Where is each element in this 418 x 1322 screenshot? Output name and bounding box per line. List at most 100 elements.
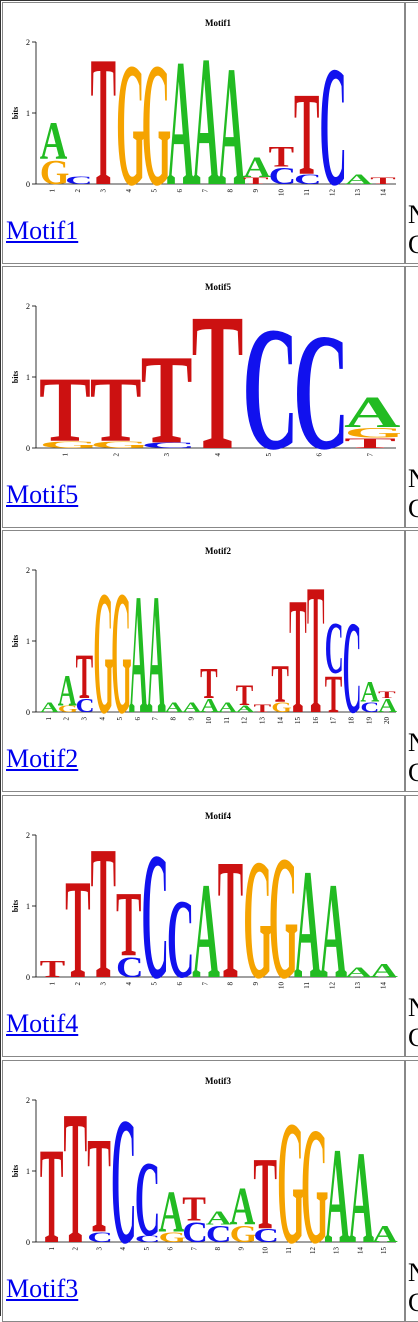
x-tick-label: 13: [259, 717, 267, 725]
y-tick-label: 2: [26, 302, 30, 311]
logo-letter-c: C: [360, 699, 379, 716]
logo-letter-a: A: [167, 22, 195, 208]
x-tick-label: 18: [348, 717, 356, 725]
x-tick-label: 9: [252, 982, 260, 986]
logo-letter-t: T: [307, 545, 325, 736]
x-tick-label: 13: [354, 189, 362, 197]
y-tick-label: 2: [26, 831, 30, 840]
x-tick-label: 6: [167, 1247, 175, 1251]
logo-letter-t: T: [236, 680, 254, 713]
logo-letter-t: T: [91, 19, 116, 208]
clipped-text-line: N: [408, 464, 418, 493]
logo-letter-c: C: [87, 1229, 113, 1245]
logo-letter-c: C: [76, 695, 95, 717]
logo-letter-g: G: [116, 26, 146, 208]
x-tick-label: 8: [227, 189, 235, 193]
logo-letter-a: A: [230, 1176, 256, 1236]
motif-link[interactable]: Motif4: [6, 1009, 79, 1038]
x-tick-label: 19: [365, 717, 373, 725]
logo-letter-g: G: [344, 424, 400, 440]
logo-letter-t: T: [40, 955, 65, 983]
logo-letter-t: T: [344, 435, 396, 451]
logo-title: Motif4: [205, 811, 231, 821]
clipped-text-line: N: [408, 728, 418, 757]
logo-letter-c: C: [141, 441, 197, 450]
logo-cell: [2, 530, 405, 792]
logo-letter-c: C: [141, 815, 169, 1001]
logo-letter-a: A: [345, 964, 373, 980]
logo-letter-a: A: [370, 959, 398, 981]
x-tick-label: 8: [227, 982, 235, 986]
logo-letter-a: A: [158, 1179, 184, 1244]
motif-link[interactable]: Motif3: [6, 1274, 79, 1303]
logo-letter-a: A: [319, 854, 347, 1001]
x-tick-label: 9: [238, 1247, 246, 1251]
x-tick-label: 12: [328, 189, 336, 197]
logo-letter-g: G: [58, 704, 78, 715]
logo-letter-c: C: [182, 1217, 208, 1250]
x-tick-label: 5: [143, 1247, 151, 1251]
logo-letter-t: T: [269, 141, 295, 173]
x-tick-label: 16: [312, 717, 320, 725]
logo-letter-c: C: [253, 1225, 279, 1247]
logo-letter-g: G: [90, 439, 151, 450]
clipped-text-line: C: [408, 1288, 418, 1317]
logo-letter-a: A: [218, 699, 238, 716]
x-tick-label: 1: [61, 453, 69, 457]
y-tick-label: 0: [26, 1238, 30, 1247]
x-tick-label: 10: [278, 982, 286, 990]
logo-letter-a: A: [348, 1124, 374, 1266]
x-tick-label: 7: [201, 189, 209, 193]
logo-letter-g: G: [230, 1220, 258, 1247]
x-tick-label: 6: [176, 189, 184, 193]
y-tick-label: 2: [26, 566, 30, 575]
x-tick-label: 4: [125, 189, 133, 193]
logo-letter-t: T: [200, 659, 218, 708]
logo-letter-g: G: [243, 825, 273, 1001]
motif-link[interactable]: Motif2: [6, 744, 79, 773]
logo-letter-t: T: [254, 702, 272, 715]
x-tick-label: 11: [223, 717, 231, 724]
logo-letter-g: G: [40, 154, 70, 192]
logo-letter-g: G: [141, 26, 171, 208]
logo-letter-a: A: [344, 388, 400, 437]
x-tick-label: 1: [49, 982, 57, 986]
x-tick-label: 4: [214, 453, 222, 457]
logo-letter-g: G: [158, 1229, 186, 1245]
x-tick-label: 6: [176, 982, 184, 986]
x-tick-label: 2: [74, 189, 82, 193]
y-tick-label: 1: [26, 902, 30, 911]
logo-letter-c: C: [293, 301, 349, 472]
clipped-text-line: N: [408, 1258, 418, 1287]
logo-letter-g: G: [93, 555, 113, 736]
x-tick-label: 2: [63, 717, 71, 721]
logo-letter-c: C: [325, 609, 344, 690]
logo-letter-t: T: [271, 654, 289, 714]
y-tick-label: 0: [26, 708, 30, 717]
x-tick-label: 12: [241, 717, 249, 725]
x-tick-label: 5: [150, 982, 158, 986]
x-tick-label: 9: [187, 717, 195, 721]
logo-letter-c: C: [294, 171, 322, 187]
logo-letter-c: C: [135, 1233, 161, 1244]
logo-letter-t: T: [141, 328, 193, 471]
x-tick-label: 2: [72, 1247, 80, 1251]
clipped-text-line: N: [408, 993, 418, 1022]
logo-letter-a: A: [372, 1220, 398, 1247]
logo-letter-a: A: [40, 699, 60, 716]
logo-letter-a: A: [325, 1119, 351, 1266]
x-tick-label: 3: [95, 1247, 103, 1251]
logo-letter-c: C: [116, 952, 144, 984]
logo-letter-a: A: [40, 112, 68, 172]
x-tick-label: 7: [190, 1247, 198, 1251]
logo-letter-t: T: [87, 1108, 111, 1261]
x-tick-label: 4: [125, 982, 133, 986]
motif-link[interactable]: Motif1: [6, 216, 79, 245]
motif-link[interactable]: Motif5: [6, 480, 79, 509]
logo-letter-g: G: [271, 699, 291, 716]
x-tick-label: 12: [328, 982, 336, 990]
x-tick-label: 3: [100, 982, 108, 986]
